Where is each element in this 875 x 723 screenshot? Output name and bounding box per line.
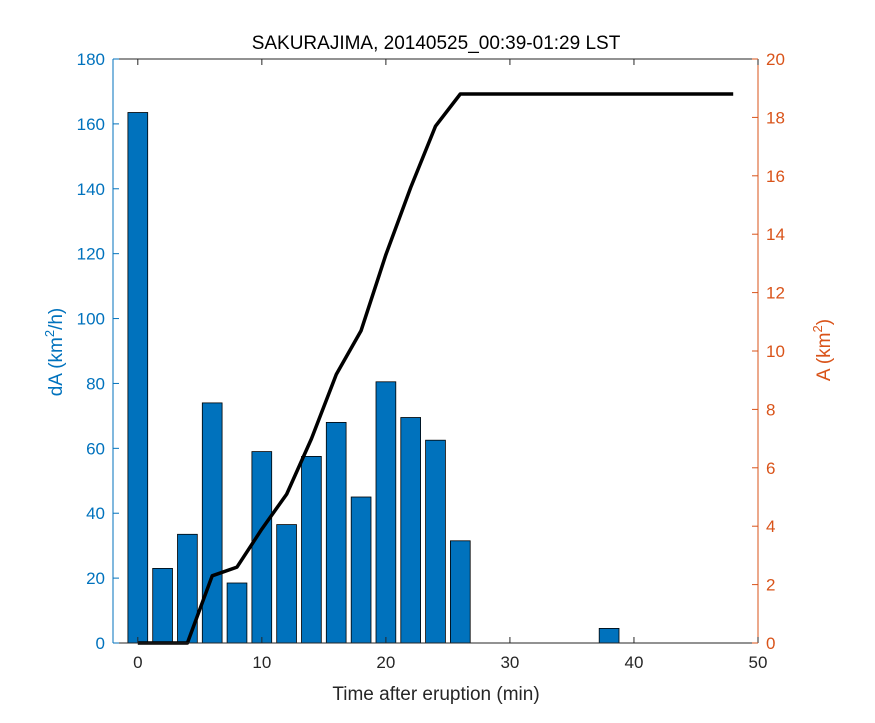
left-axis-label-rest: /h): [46, 308, 67, 330]
left-tick-label: 40: [86, 504, 105, 523]
bar: [350, 496, 372, 644]
left-tick-label: 20: [86, 569, 105, 588]
right-axis-label: A (km2): [810, 319, 835, 381]
right-tick-label: 4: [766, 517, 775, 536]
left-axis-label-base: dA (km: [46, 337, 67, 396]
x-tick-label: 50: [749, 653, 768, 672]
right-tick-label: 2: [766, 576, 775, 595]
bar: [301, 455, 322, 644]
right-axis-label-sup: 2: [810, 325, 825, 332]
cumulative-area-line: [137, 92, 734, 645]
right-tick-label: 20: [766, 50, 785, 69]
right-tick-label: 10: [766, 342, 785, 361]
bar-group: [127, 112, 620, 644]
bar: [375, 381, 397, 644]
right-axis-label-rest: ): [814, 319, 835, 325]
bar: [449, 540, 471, 644]
left-tick-label: 0: [96, 634, 105, 653]
x-axis-label: Time after eruption (min): [332, 684, 539, 705]
left-tick-label: 100: [77, 310, 105, 329]
right-tick-label: 14: [766, 225, 785, 244]
x-tick-label: 40: [625, 653, 644, 672]
bar: [127, 112, 149, 644]
right-tick-label: 8: [766, 400, 775, 419]
bar: [226, 582, 248, 644]
axes-group: 0 10 20 30 40 5002040608010012014016018002468…: [77, 50, 785, 672]
left-tick-label: 60: [86, 439, 105, 458]
x-tick-label: 20: [376, 653, 395, 672]
left-axis-label-sup: 2: [42, 330, 57, 337]
right-tick-label: 16: [766, 167, 785, 186]
right-axis-label-base: A (km: [814, 333, 835, 382]
left-tick-label: 80: [86, 374, 105, 393]
bar: [425, 439, 446, 644]
right-tick-label: 0: [766, 634, 775, 653]
bar: [152, 568, 173, 644]
left-axis-label: dA (km2/h): [42, 308, 67, 397]
bar: [276, 524, 297, 644]
bar: [598, 628, 620, 644]
left-tick-label: 180: [77, 50, 105, 69]
bar: [251, 451, 273, 644]
x-tick-label: 0: [133, 653, 142, 672]
chart-title: SAKURAJIMA, 20140525_00:39-01:29 LST: [252, 33, 621, 54]
right-tick-label: 6: [766, 459, 775, 478]
left-tick-label: 120: [77, 245, 105, 264]
x-tick-label: 30: [500, 653, 519, 672]
bar: [325, 421, 347, 644]
left-tick-label: 160: [77, 115, 105, 134]
right-tick-label: 18: [766, 108, 785, 127]
right-tick-label: 12: [766, 284, 785, 303]
x-tick-label: 10: [252, 653, 271, 672]
bar: [201, 402, 223, 644]
line-group: [137, 92, 734, 645]
bar: [400, 417, 421, 644]
left-tick-label: 140: [77, 180, 105, 199]
